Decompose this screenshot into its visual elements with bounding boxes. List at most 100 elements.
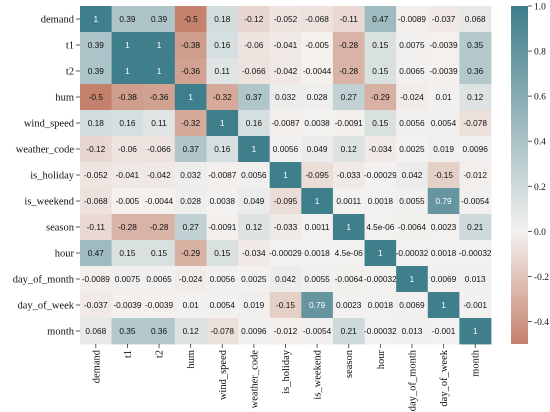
heatmap-cell-weather_code-day_of_month (396, 136, 429, 163)
heatmap-cell-is_holiday-demand (80, 162, 113, 189)
cell-value-label: 0.0025 (241, 274, 267, 284)
heatmap-cell-t2-t1 (111, 58, 144, 85)
cell-value-label: -0.32 (181, 118, 200, 128)
heatmap-cell-season-hum (174, 214, 207, 241)
heatmap-cell-demand-month (459, 6, 492, 33)
cell-value-label: 0.019 (243, 300, 264, 310)
column-label-day_of_week: day_of_week (439, 349, 450, 406)
cell-value-label: -0.36 (181, 66, 200, 76)
cell-value-label: -0.0054 (461, 196, 490, 206)
cell-value-label: 0.032 (180, 170, 201, 180)
cell-value-label: 0.0056 (210, 274, 236, 284)
heatmap-cell-day_of_week-t2 (143, 292, 176, 319)
cell-value-label: 0.18 (88, 118, 105, 128)
heatmap-cell-wind_speed-season (332, 110, 365, 137)
cell-value-label: -0.012 (463, 170, 487, 180)
cell-value-label: 1 (473, 326, 478, 336)
heatmap-cell-day_of_week-weather_code (238, 292, 271, 319)
column-label-wind_speed: wind_speed (218, 349, 229, 400)
cell-value-label: -0.0091 (208, 222, 237, 232)
heatmap-cell-day_of_week-month (459, 292, 492, 319)
cell-value-label: 1 (220, 118, 225, 128)
cell-value-label: 0.049 (243, 196, 264, 206)
heatmap-cell-wind_speed-weather_code (238, 110, 271, 137)
row-label-day_of_month: day_of_month (13, 275, 75, 286)
heatmap-cell-weather_code-hum (174, 136, 207, 163)
colorbar-tick-label: -0.2 (534, 273, 549, 283)
row-label-weather_code: weather_code (16, 145, 75, 156)
heatmap-cell-day_of_week-day_of_week (427, 292, 460, 319)
heatmap-cell-hour-day_of_week (427, 240, 460, 267)
cell-value-label: 0.0055 (399, 196, 425, 206)
colorbar-tick-label: 0.8 (534, 48, 546, 58)
cell-value-label: -0.38 (181, 40, 200, 50)
cell-value-label: -0.0044 (145, 196, 174, 206)
cell-value-label: 0.0075 (115, 274, 141, 284)
heatmap-cell-t2-day_of_week (427, 58, 460, 85)
heatmap-cell-t1-day_of_month (396, 32, 429, 59)
column-labels: demand t1 t2 hum wind_speed weather_code is_ho… (91, 344, 482, 411)
heatmap-cell-weather_code-demand (80, 136, 113, 163)
cell-value-label: 0.35 (467, 40, 484, 50)
heatmap-cell-demand-hour (364, 6, 397, 33)
cell-value-label: 1 (188, 92, 193, 102)
cell-value-label: -0.066 (242, 66, 266, 76)
heatmap-cell-is_weekend-demand (80, 188, 113, 215)
column-label-t2: t2 (155, 350, 166, 358)
cell-value-label: -0.06 (244, 40, 263, 50)
cell-value-label: -0.0064 (335, 274, 364, 284)
cell-value-label: -0.11 (340, 14, 359, 24)
heatmap-cell-wind_speed-day_of_week (427, 110, 460, 137)
row-label-season: season (46, 223, 75, 234)
heatmap-cell-is_holiday-t1 (111, 162, 144, 189)
cell-value-label: 0.0056 (241, 170, 267, 180)
heatmap-cell-hour-is_weekend (301, 240, 334, 267)
heatmap-cell-hum-t1 (111, 84, 144, 111)
cell-value-label: 0.21 (467, 222, 484, 232)
heatmap-cell-season-is_weekend (301, 214, 334, 241)
heatmap-cell-wind_speed-t2 (143, 110, 176, 137)
cell-value-label: 0.37 (246, 92, 263, 102)
heatmap-cell-hour-season (332, 240, 365, 267)
cell-value-label: -0.012 (274, 326, 298, 336)
heatmap-cell-t1-t2 (143, 32, 176, 59)
heatmap-cell-is_holiday-wind_speed (206, 162, 239, 189)
heatmap-cell-day_of_month-is_holiday (269, 266, 302, 293)
heatmap-cell-t1-month (459, 32, 492, 59)
heatmap-cell-demand-wind_speed (206, 6, 239, 33)
heatmap-cell-season-is_holiday (269, 214, 302, 241)
heatmap-cell-weather_code-wind_speed (206, 136, 239, 163)
cell-value-label: -0.15 (434, 170, 453, 180)
cell-value-label: -0.38 (118, 92, 137, 102)
cell-value-label: 0.12 (246, 222, 263, 232)
heatmap-cell-season-weather_code (238, 214, 271, 241)
heatmap-cell-wind_speed-month (459, 110, 492, 137)
heatmap-cell-wind_speed-wind_speed (206, 110, 239, 137)
heatmap-cell-t1-wind_speed (206, 32, 239, 59)
cell-value-label: 0.0038 (210, 196, 236, 206)
cell-value-label: 0.0054 (431, 118, 457, 128)
cell-value-label: -0.042 (274, 66, 298, 76)
row-label-t1: t1 (66, 41, 74, 52)
cell-value-label: 0.15 (372, 66, 389, 76)
heatmap-cell-t1-is_holiday (269, 32, 302, 59)
cell-value-label: 0.35 (119, 326, 136, 336)
heatmap-cell-is_holiday-month (459, 162, 492, 189)
heatmap-cell-t1-hour (364, 32, 397, 59)
heatmap-cell-wind_speed-is_weekend (301, 110, 334, 137)
column-label-t1: t1 (123, 350, 134, 358)
heatmap-cell-t2-hum (174, 58, 207, 85)
cell-value-label: 0.0023 (336, 300, 362, 310)
heatmap-cell-demand-day_of_week (427, 6, 460, 33)
cell-value-label: 0.27 (183, 222, 200, 232)
heatmap-cell-t2-season (332, 58, 365, 85)
cell-value-label: -0.0091 (335, 118, 364, 128)
cell-value-label: -0.078 (211, 326, 235, 336)
colorbar-tick-label: 0.6 (534, 93, 546, 103)
heatmap-cell-wind_speed-t1 (111, 110, 144, 137)
heatmap-cell-season-t1 (111, 214, 144, 241)
heatmap-cell-hum-t2 (143, 84, 176, 111)
heatmap-cell-t1-t1 (111, 32, 144, 59)
cell-value-label: -0.068 (84, 196, 108, 206)
cell-value-label: 0.0069 (399, 300, 425, 310)
